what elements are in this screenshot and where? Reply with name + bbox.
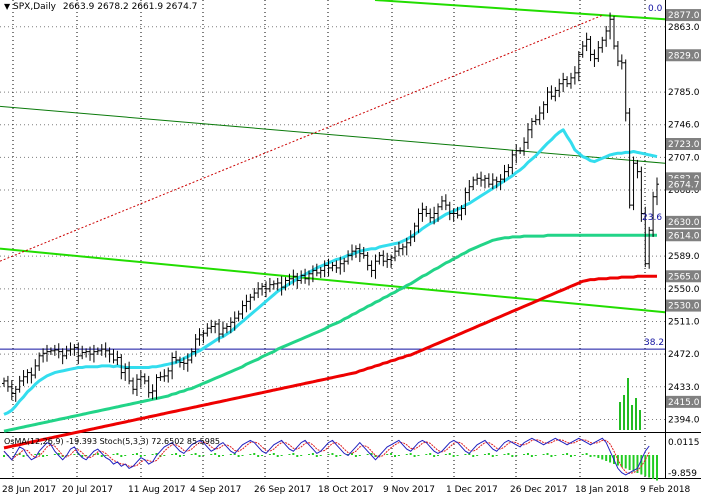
x-tick-label: 26 Sep 2017 xyxy=(254,485,311,495)
symbol-label: SPX,Daily xyxy=(13,2,56,12)
y-tick-label: 2433.0 xyxy=(668,383,700,393)
y-tick-label: 2863.0 xyxy=(668,23,700,33)
price-level-badge xyxy=(666,299,701,312)
x-tick-label: 9 Feb 2018 xyxy=(640,485,691,495)
osma-axis-label: -9.859 xyxy=(668,469,697,479)
x-tick-label: 11 Aug 2017 xyxy=(128,485,186,495)
price-level-badge xyxy=(666,9,701,22)
channel-line-mid xyxy=(0,105,666,164)
indicator-header-text: OsMA(12,26,9) -19.393 Stoch(5,3,3) 72.65… xyxy=(4,437,221,446)
ema-fast-line xyxy=(3,128,658,416)
price-level-label: 2674.7 xyxy=(668,180,700,190)
x-tick-label: 4 Sep 2017 xyxy=(190,485,241,495)
price-level-badge xyxy=(666,270,701,283)
fibonacci-trend-line xyxy=(0,14,604,262)
y-tick-label: 2746.0 xyxy=(668,121,700,131)
price-level-label: 2415.0 xyxy=(668,398,700,408)
y-tick-label: 2394.0 xyxy=(668,415,700,425)
channel-line-bottom xyxy=(0,247,666,314)
price-level-label: 2723.0 xyxy=(668,140,700,150)
price-level-badge xyxy=(666,395,701,408)
x-tick-label: 9 Nov 2017 xyxy=(383,485,435,495)
fib-level-label: 0.0 xyxy=(648,4,663,14)
arrow-down-icon: ▼ xyxy=(4,2,11,11)
y-tick-label: 2589.0 xyxy=(668,252,700,262)
price-level-label: 2877.0 xyxy=(668,11,700,21)
price-level-label: 2829.0 xyxy=(668,51,700,61)
y-tick-label: 2668.0 xyxy=(668,186,700,196)
fib-level-label: 23.6 xyxy=(642,213,662,223)
y-tick-label: 2511.0 xyxy=(668,317,700,327)
x-tick-label: 18 Jan 2018 xyxy=(575,485,629,495)
x-tick-label: 26 Dec 2017 xyxy=(510,485,568,495)
x-tick-label: 18 Oct 2017 xyxy=(318,485,374,495)
chart-title: ▼ SPX,Daily 2663.9 2678.2 2661.9 2674.7 xyxy=(4,2,197,12)
y-tick-label: 2550.0 xyxy=(668,285,700,295)
price-level-label: 2614.0 xyxy=(668,231,700,241)
price-level-badge xyxy=(666,229,701,242)
osma-axis-label: 0.0115 xyxy=(668,438,700,448)
stoch-main-line xyxy=(3,437,650,476)
price-level-label: 2565.0 xyxy=(668,272,700,282)
fib-level-label: 38.2 xyxy=(644,338,664,348)
price-level-badge xyxy=(666,215,701,228)
price-level-badge xyxy=(666,178,701,191)
stoch-signal-line xyxy=(3,439,650,474)
x-tick-label: 1 Dec 2017 xyxy=(446,485,498,495)
y-tick-label: 2785.0 xyxy=(668,88,700,98)
x-tick-label: 20 Jul 2017 xyxy=(62,485,113,495)
y-tick-label: 2707.0 xyxy=(668,153,700,163)
price-level-label: 2530.0 xyxy=(668,302,700,312)
channel-line-top xyxy=(374,0,666,21)
ohlc-values: 2663.9 2678.2 2661.9 2674.7 xyxy=(62,2,198,12)
price-level-badge xyxy=(666,138,701,150)
x-tick-label: 28 Jun 2017 xyxy=(2,485,56,495)
indicator-title: OsMA(12,26,9) -19.393 Stoch(5,3,3) 72.65… xyxy=(4,437,220,446)
y-tick-label: 2472.0 xyxy=(668,350,700,360)
price-level-badge xyxy=(666,49,701,62)
ema-mid-line xyxy=(3,233,657,433)
price-level-label: 2630.0 xyxy=(668,218,700,228)
ema-slow-line xyxy=(3,274,657,450)
